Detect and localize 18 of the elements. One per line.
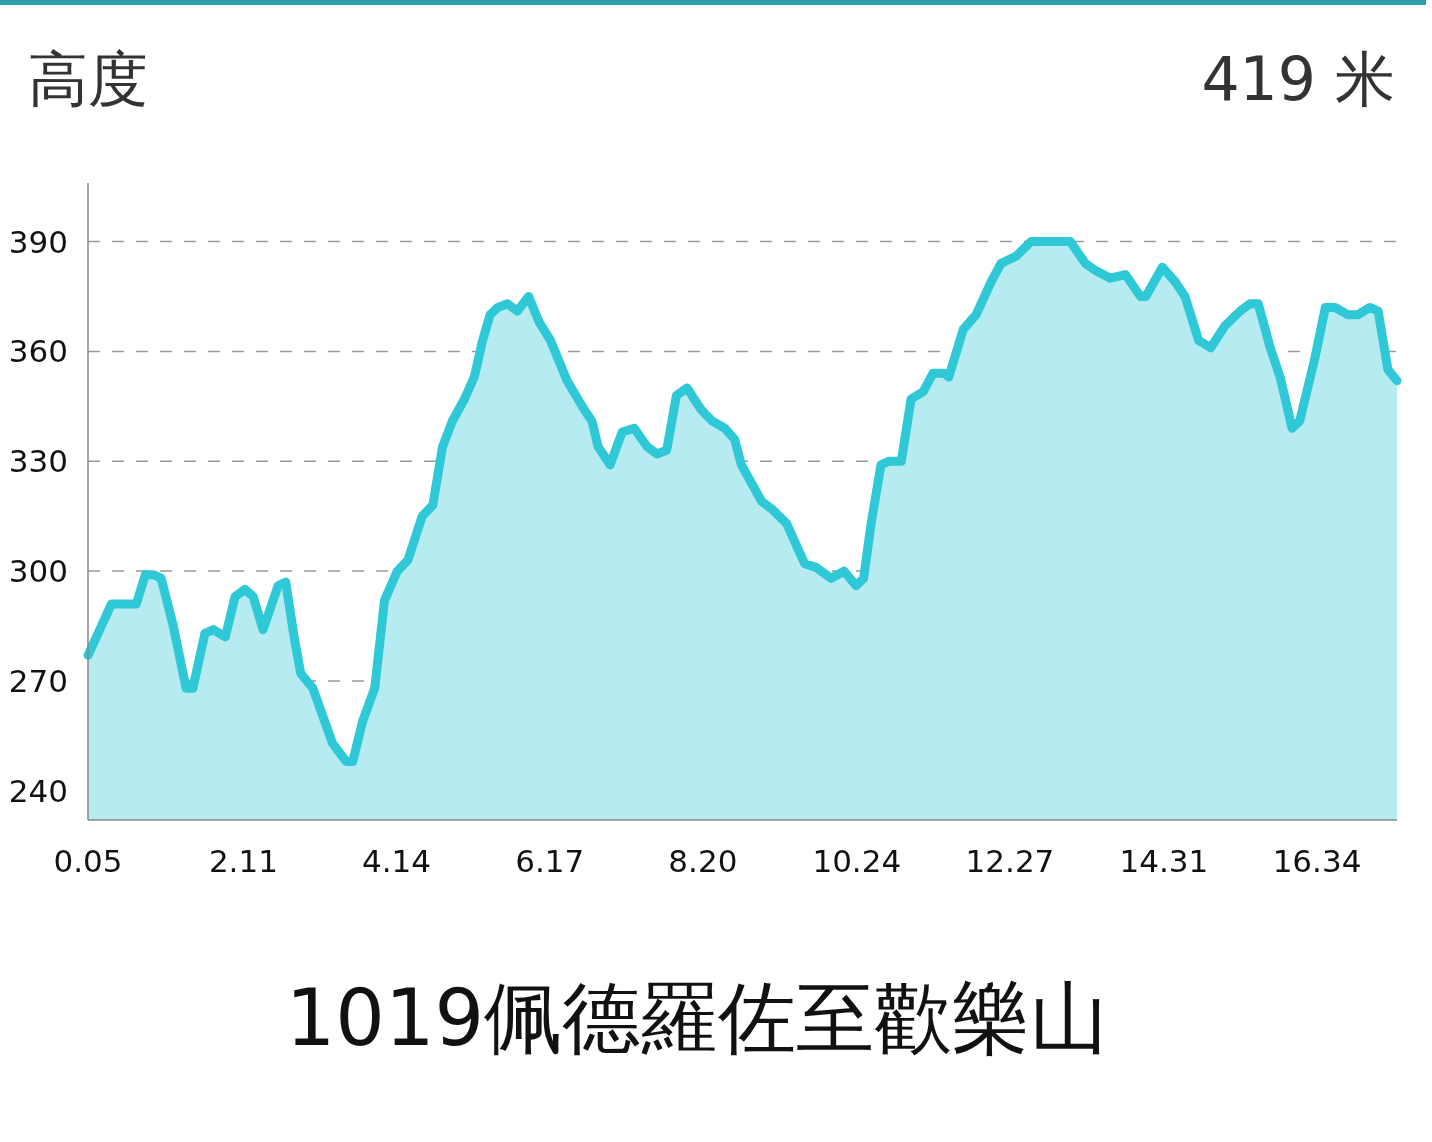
x-tick-label: 8.20: [668, 843, 738, 879]
y-tick-label: 300: [8, 553, 68, 590]
text: 419 米: [1201, 44, 1395, 114]
text: 1019佩德羅佐至歡樂山: [285, 973, 1109, 1063]
x-tick-label: 16.34: [1272, 843, 1362, 879]
x-tick-label: 4.14: [362, 843, 432, 879]
x-tick-label: 10.24: [812, 843, 902, 879]
x-tick-label: 12.27: [965, 843, 1055, 879]
x-tick-label: 0.05: [53, 843, 123, 879]
y-tick-label: 390: [8, 223, 68, 260]
y-tick-label: 240: [8, 772, 68, 809]
y-tick-label: 360: [8, 333, 68, 370]
y-tick-label: 330: [8, 443, 68, 480]
x-tick-label: 6.17: [515, 843, 585, 879]
x-tick-label: 2.11: [208, 843, 278, 879]
y-axis-title: 高度: [28, 44, 148, 114]
x-tick-label: 14.31: [1119, 843, 1209, 879]
y-tick-label: 270: [8, 662, 68, 699]
